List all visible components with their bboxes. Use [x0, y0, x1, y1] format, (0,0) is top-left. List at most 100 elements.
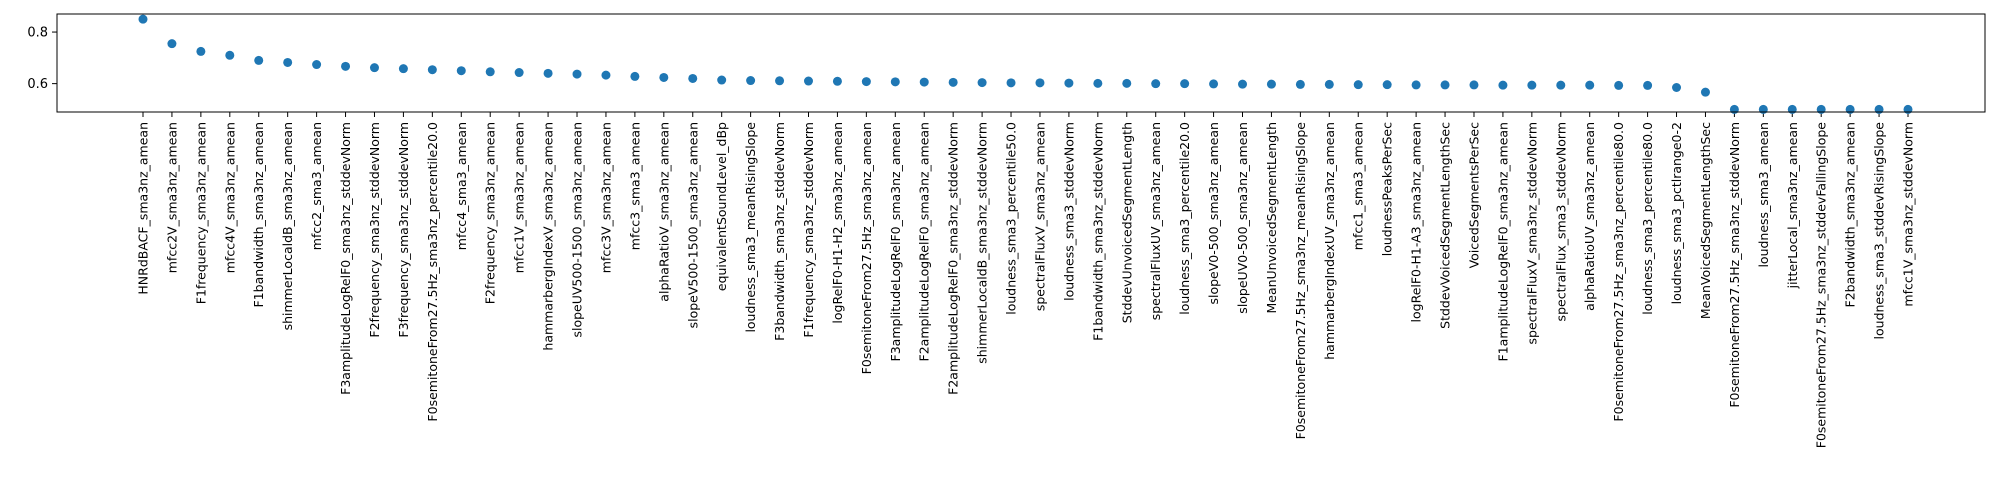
- data-point: [659, 72, 669, 82]
- data-point: [1556, 80, 1566, 90]
- data-point: [1093, 78, 1103, 88]
- x-tick-label: equivalentSoundLevel_dBp: [714, 122, 729, 291]
- data-point: [1151, 79, 1161, 89]
- x-tick-label: F0semitoneFrom27.5Hz_sma3nz_percentile80…: [1611, 122, 1626, 422]
- x-tick-label: HNRdBACF_sma3nz_amean: [136, 122, 151, 295]
- data-point: [1874, 104, 1884, 114]
- x-tick-label: loudness_sma3_stddevRisingSlope: [1872, 122, 1887, 340]
- plot-frame: [56, 13, 1986, 113]
- data-point: [977, 78, 987, 88]
- x-tick-label: mfcc1_sma3_amean: [1351, 122, 1366, 250]
- data-point: [543, 68, 553, 78]
- data-point: [919, 77, 929, 87]
- data-point: [312, 60, 322, 70]
- data-point: [167, 39, 177, 49]
- x-tick-label: loudnessPeaksPerSec: [1380, 122, 1395, 256]
- data-point: [1816, 104, 1826, 114]
- data-point: [514, 68, 524, 78]
- y-tick-label: 0.8: [27, 26, 48, 41]
- x-tick-label: F0semitoneFrom27.5Hz_sma3nz_stddevFallin…: [1814, 122, 1829, 449]
- x-tick-label: spectralFluxV_sma3nz_stddevNorm: [1524, 122, 1539, 344]
- x-tick-label: hammarbergIndexUV_sma3nz_amean: [1322, 122, 1337, 360]
- data-point: [369, 63, 379, 73]
- data-point: [485, 67, 495, 77]
- x-tick-label: loudness_sma3_stddevNorm: [1061, 122, 1076, 301]
- x-tick-label: jitterLocal_sma3nz_amean: [1785, 122, 1800, 289]
- x-tick-label: mfcc3V_sma3nz_amean: [598, 122, 613, 273]
- x-tick-label: F0semitoneFrom27.5Hz_sma3nz_amean: [859, 122, 874, 374]
- data-point: [890, 77, 900, 87]
- x-tick-label: spectralFlux_sma3_stddevNorm: [1553, 122, 1568, 321]
- x-tick-label: MeanUnvoicedSegmentLength: [1264, 122, 1279, 314]
- data-point: [1440, 80, 1450, 90]
- x-tick-label: F2frequency_sma3nz_stddevNorm: [367, 122, 382, 338]
- data-point: [1209, 79, 1219, 89]
- data-point: [601, 70, 611, 80]
- data-point: [1122, 78, 1132, 88]
- x-tick-label: F3amplitudeLogRelF0_sma3nz_stddevNorm: [338, 122, 353, 395]
- x-tick-label: spectralFluxUV_sma3nz_amean: [1148, 122, 1163, 320]
- x-tick-label: mfcc4V_sma3nz_amean: [222, 122, 237, 273]
- data-point: [861, 77, 871, 87]
- x-tick-label: slopeUV0-500_sma3nz_amean: [1235, 122, 1250, 314]
- x-tick-label: loudness_sma3_percentile80.0: [1640, 122, 1655, 315]
- data-point: [717, 75, 727, 85]
- x-tick-label: slopeUV500-1500_sma3nz_amean: [570, 122, 585, 338]
- data-point: [1700, 87, 1710, 97]
- data-point: [1614, 80, 1624, 90]
- data-point: [1787, 104, 1797, 114]
- x-tick-label: F3frequency_sma3nz_stddevNorm: [396, 122, 411, 338]
- x-tick-label: F0semitoneFrom27.5Hz_sma3nz_meanRisingSl…: [1293, 122, 1308, 440]
- x-tick-label: F0semitoneFrom27.5Hz_sma3nz_percentile20…: [425, 122, 440, 422]
- x-tick-label: mfcc1V_sma3nz_amean: [512, 122, 527, 273]
- data-point: [832, 76, 842, 86]
- x-tick-label: F1bandwidth_sma3nz_amean: [251, 122, 266, 307]
- data-point: [1382, 80, 1392, 90]
- x-tick-label: loudness_sma3_pctlrange0-2: [1669, 122, 1684, 304]
- data-point: [196, 46, 206, 56]
- data-point: [1845, 104, 1855, 114]
- x-tick-label: logRelF0-H1-A3_sma3nz_amean: [1409, 122, 1424, 322]
- data-point: [572, 69, 582, 79]
- x-tick-label: F2bandwidth_sma3nz_amean: [1843, 122, 1858, 307]
- data-point: [427, 65, 437, 75]
- data-point: [1758, 104, 1768, 114]
- data-point: [803, 76, 813, 86]
- x-tick-label: loudness_sma3_percentile20.0: [1177, 122, 1192, 315]
- x-tick-label: F3amplitudeLogRelF0_sma3nz_amean: [888, 122, 903, 361]
- x-tick-label: hammarbergIndexV_sma3nz_amean: [541, 122, 556, 351]
- x-tick-label: F0semitoneFrom27.5Hz_sma3nz_stddevNorm: [1727, 122, 1742, 408]
- x-tick-label: StddevVoicedSegmentLengthSec: [1438, 122, 1453, 329]
- data-point: [138, 14, 148, 24]
- data-point: [1498, 80, 1508, 90]
- data-point: [341, 61, 351, 71]
- x-tick-label: loudness_sma3_percentile50.0: [1004, 122, 1019, 315]
- data-point: [1180, 79, 1190, 89]
- data-point: [1324, 79, 1334, 89]
- x-tick-label: F2amplitudeLogRelF0_sma3nz_amean: [917, 122, 932, 361]
- x-tick-label: F1frequency_sma3nz_amean: [193, 122, 208, 304]
- data-point: [283, 57, 293, 67]
- x-axis: HNRdBACF_sma3nz_amean mfcc2V_sma3nz_amean…: [136, 112, 1916, 448]
- data-point: [1643, 80, 1653, 90]
- data-point: [688, 73, 698, 83]
- data-points: [138, 14, 1913, 114]
- x-tick-label: F3bandwidth_sma3nz_stddevNorm: [772, 122, 787, 341]
- data-point: [1266, 79, 1276, 89]
- data-point: [630, 71, 640, 81]
- data-point: [225, 50, 235, 60]
- data-point: [1353, 80, 1363, 90]
- x-tick-label: MeanVoicedSegmentLengthSec: [1698, 122, 1713, 319]
- y-axis: 0.6 0.8: [27, 26, 57, 92]
- data-point: [1064, 78, 1074, 88]
- x-tick-label: mfcc4_sma3_amean: [454, 122, 469, 250]
- x-tick-label: mfcc1V_sma3nz_stddevNorm: [1901, 122, 1916, 307]
- data-point: [746, 76, 756, 86]
- x-tick-label: shimmerLocaldB_sma3nz_stddevNorm: [975, 122, 990, 364]
- x-tick-label: slopeV0-500_sma3nz_amean: [1206, 122, 1221, 305]
- x-tick-label: F2amplitudeLogRelF0_sma3nz_stddevNorm: [946, 122, 961, 395]
- data-point: [254, 55, 264, 65]
- x-tick-label: mfcc2_sma3_amean: [309, 122, 324, 250]
- data-point: [1006, 78, 1016, 88]
